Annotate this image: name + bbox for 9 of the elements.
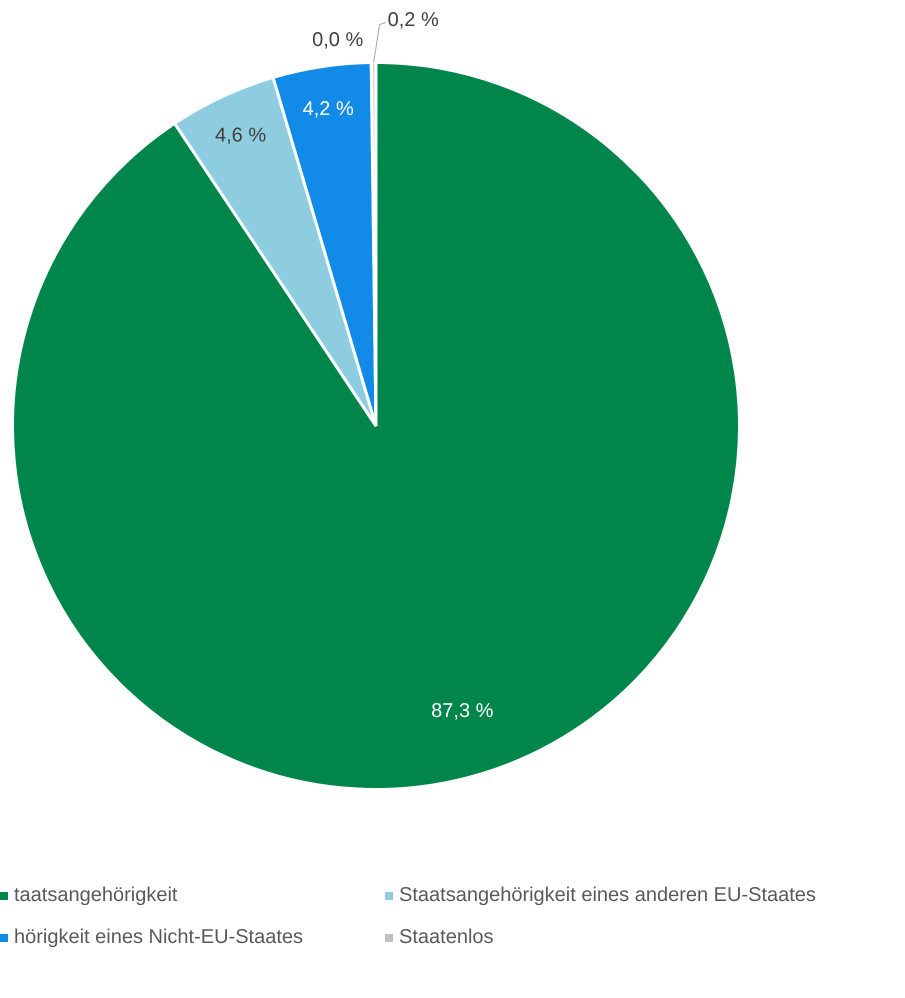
data-label: 4,2 % [302, 98, 354, 120]
data-label: 4,6 % [215, 124, 266, 147]
data-label: 0,2 % [388, 9, 439, 32]
text: 0,0 % [312, 29, 364, 52]
data-label: 87,3 % [431, 700, 494, 722]
legend-label: Staatenlos [399, 926, 494, 949]
legend-label: taatsangehörigkeit [14, 884, 178, 907]
legend-label: hörigkeit eines Nicht-EU-Staates [14, 926, 304, 949]
legend-label: Staatsangehörigkeit eines anderen EU-Staates [399, 884, 816, 907]
